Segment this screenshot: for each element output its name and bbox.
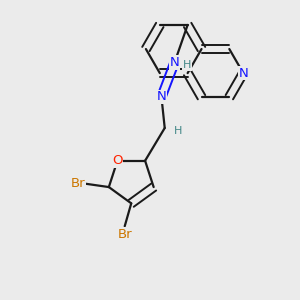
- Text: H: H: [183, 60, 191, 70]
- Text: N: N: [238, 67, 248, 80]
- Text: N: N: [170, 56, 179, 69]
- Text: O: O: [112, 154, 123, 167]
- Text: Br: Br: [70, 177, 85, 190]
- Text: H: H: [174, 126, 182, 136]
- Text: N: N: [157, 90, 166, 104]
- Text: Br: Br: [117, 228, 132, 241]
